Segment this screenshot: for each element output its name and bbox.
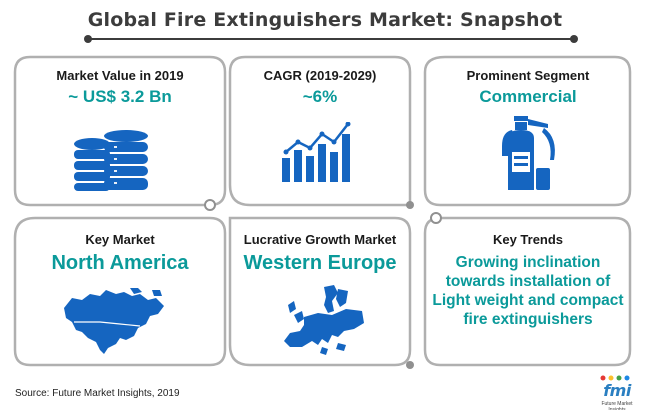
card-value: North America: [51, 252, 189, 274]
card-label: Lucrative Growth Market: [243, 232, 397, 247]
connector-dot: [406, 361, 414, 369]
north-america-map-icon: [64, 288, 164, 354]
logo-subtext: Future Market Insights: [601, 401, 633, 410]
title-divider: [88, 38, 574, 40]
card-market-value: Market Value in 2019 ~ US$ 3.2 Bn: [20, 68, 220, 107]
card-growth-market: Lucrative Growth Market Western Europe: [220, 232, 420, 275]
card-key-market: Key Market North America: [20, 232, 220, 275]
source-note: Source: Future Market Insights, 2019: [15, 388, 180, 399]
card-value: Commercial: [479, 87, 577, 106]
connector-dot: [204, 199, 216, 211]
card-key-trends: Key Trends Growing inclination towards i…: [428, 232, 628, 329]
europe-map-icon: [284, 285, 364, 355]
bar-chart-growth-icon: [282, 122, 351, 182]
fmi-logo: fmi Future Market Insights: [593, 375, 641, 410]
card-label: Key Trends: [492, 232, 564, 247]
logo-text: fmi: [603, 381, 631, 400]
logo-dots-icon: [600, 375, 630, 381]
card-value: ~6%: [302, 87, 338, 106]
card-cagr: CAGR (2019-2029) ~6%: [220, 68, 420, 107]
card-label: Market Value in 2019: [56, 68, 184, 83]
connector-dot: [430, 212, 442, 224]
database-stack-icon: [74, 130, 148, 191]
page-title: Global Fire Extinguishers Market: Snapsh…: [87, 9, 563, 31]
title-divider-dot-left: [84, 35, 92, 43]
card-value: Growing inclination towards installation…: [432, 254, 624, 328]
fire-extinguisher-icon: [502, 116, 555, 190]
title-divider-dot-right: [570, 35, 578, 43]
card-label: Prominent Segment: [466, 68, 590, 83]
card-value: Western Europe: [243, 252, 397, 274]
card-label: Key Market: [85, 232, 155, 247]
card-prominent-segment: Prominent Segment Commercial: [428, 68, 628, 107]
card-value: ~ US$ 3.2 Bn: [68, 87, 172, 106]
connector-dot: [406, 201, 414, 209]
card-label: CAGR (2019-2029): [263, 68, 377, 83]
